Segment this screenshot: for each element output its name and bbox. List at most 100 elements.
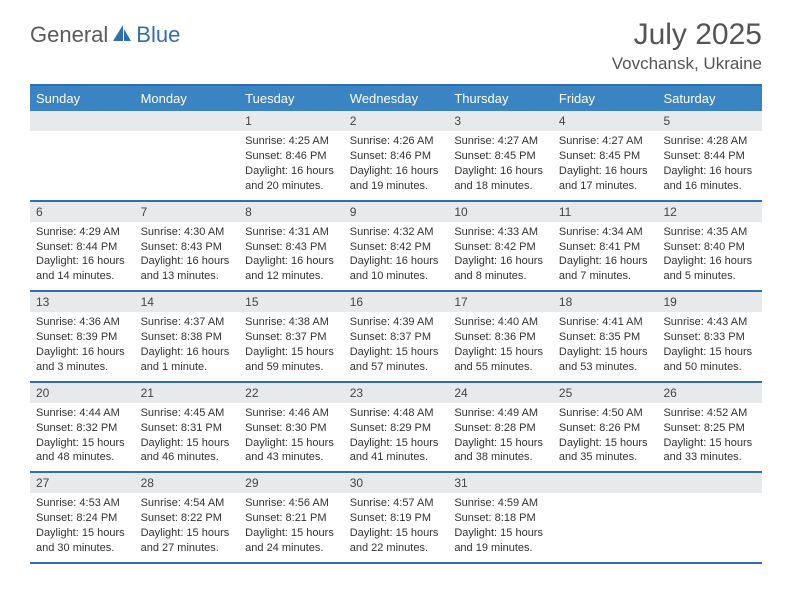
sunrise-line: Sunrise: 4:34 AM [559,225,652,240]
cell-body: Sunrise: 4:39 AMSunset: 8:37 PMDaylight:… [344,312,449,380]
day-number: 8 [239,202,344,222]
calendar-cell [553,473,658,562]
month-title: July 2025 [612,18,762,52]
sunset-line: Sunset: 8:45 PM [454,149,547,164]
cell-body: Sunrise: 4:31 AMSunset: 8:43 PMDaylight:… [239,222,344,290]
daylight-line: Daylight: 15 hours and 53 minutes. [559,345,652,375]
daylight-line: Daylight: 15 hours and 59 minutes. [245,345,338,375]
day-number: 19 [657,292,762,312]
weekday-header: Thursday [448,86,553,111]
sunset-line: Sunset: 8:31 PM [141,421,234,436]
calendar-week: 20Sunrise: 4:44 AMSunset: 8:32 PMDayligh… [30,383,762,474]
sunset-line: Sunset: 8:35 PM [559,330,652,345]
calendar-cell: 11Sunrise: 4:34 AMSunset: 8:41 PMDayligh… [553,202,658,291]
cell-body: Sunrise: 4:29 AMSunset: 8:44 PMDaylight:… [30,222,135,290]
cell-body [135,131,240,191]
cell-body: Sunrise: 4:32 AMSunset: 8:42 PMDaylight:… [344,222,449,290]
cell-body: Sunrise: 4:49 AMSunset: 8:28 PMDaylight:… [448,403,553,471]
weekday-header: Friday [553,86,658,111]
daylight-line: Daylight: 16 hours and 16 minutes. [663,164,756,194]
day-number: 25 [553,383,658,403]
calendar-cell: 7Sunrise: 4:30 AMSunset: 8:43 PMDaylight… [135,202,240,291]
sunrise-line: Sunrise: 4:25 AM [245,134,338,149]
sunset-line: Sunset: 8:26 PM [559,421,652,436]
cell-body [30,131,135,191]
day-number: 20 [30,383,135,403]
sunrise-line: Sunrise: 4:31 AM [245,225,338,240]
daylight-line: Daylight: 15 hours and 43 minutes. [245,436,338,466]
calendar-cell: 1Sunrise: 4:25 AMSunset: 8:46 PMDaylight… [239,111,344,200]
daylight-line: Daylight: 16 hours and 14 minutes. [36,254,129,284]
calendar-cell: 31Sunrise: 4:59 AMSunset: 8:18 PMDayligh… [448,473,553,562]
sunrise-line: Sunrise: 4:32 AM [350,225,443,240]
daylight-line: Daylight: 15 hours and 48 minutes. [36,436,129,466]
daylight-line: Daylight: 15 hours and 57 minutes. [350,345,443,375]
logo: General Blue [30,22,180,48]
day-number: 16 [344,292,449,312]
cell-body: Sunrise: 4:45 AMSunset: 8:31 PMDaylight:… [135,403,240,471]
daylight-line: Daylight: 16 hours and 8 minutes. [454,254,547,284]
sunrise-line: Sunrise: 4:40 AM [454,315,547,330]
daylight-line: Daylight: 15 hours and 38 minutes. [454,436,547,466]
sunrise-line: Sunrise: 4:41 AM [559,315,652,330]
sunrise-line: Sunrise: 4:48 AM [350,406,443,421]
calendar-cell: 6Sunrise: 4:29 AMSunset: 8:44 PMDaylight… [30,202,135,291]
cell-body [553,493,658,553]
day-number: 3 [448,111,553,131]
sunrise-line: Sunrise: 4:46 AM [245,406,338,421]
daylight-line: Daylight: 16 hours and 10 minutes. [350,254,443,284]
weekday-header: Tuesday [239,86,344,111]
sunset-line: Sunset: 8:24 PM [36,511,129,526]
sunrise-line: Sunrise: 4:27 AM [559,134,652,149]
cell-body: Sunrise: 4:50 AMSunset: 8:26 PMDaylight:… [553,403,658,471]
calendar-grid: SundayMondayTuesdayWednesdayThursdayFrid… [30,84,762,564]
calendar-cell: 10Sunrise: 4:33 AMSunset: 8:42 PMDayligh… [448,202,553,291]
cell-body: Sunrise: 4:56 AMSunset: 8:21 PMDaylight:… [239,493,344,561]
day-number: 7 [135,202,240,222]
calendar-cell: 15Sunrise: 4:38 AMSunset: 8:37 PMDayligh… [239,292,344,381]
sunset-line: Sunset: 8:43 PM [245,240,338,255]
day-number-bar [657,473,762,493]
sunrise-line: Sunrise: 4:26 AM [350,134,443,149]
cell-body: Sunrise: 4:26 AMSunset: 8:46 PMDaylight:… [344,131,449,199]
cell-body: Sunrise: 4:40 AMSunset: 8:36 PMDaylight:… [448,312,553,380]
day-number: 30 [344,473,449,493]
sunrise-line: Sunrise: 4:30 AM [141,225,234,240]
day-number: 23 [344,383,449,403]
day-number: 22 [239,383,344,403]
header: General Blue July 2025 Vovchansk, Ukrain… [30,18,762,74]
day-number: 26 [657,383,762,403]
day-number: 14 [135,292,240,312]
cell-body: Sunrise: 4:33 AMSunset: 8:42 PMDaylight:… [448,222,553,290]
day-number: 6 [30,202,135,222]
calendar-week: 6Sunrise: 4:29 AMSunset: 8:44 PMDaylight… [30,202,762,293]
sunset-line: Sunset: 8:40 PM [663,240,756,255]
sunset-line: Sunset: 8:18 PM [454,511,547,526]
calendar-cell: 19Sunrise: 4:43 AMSunset: 8:33 PMDayligh… [657,292,762,381]
calendar-cell: 9Sunrise: 4:32 AMSunset: 8:42 PMDaylight… [344,202,449,291]
cell-body: Sunrise: 4:34 AMSunset: 8:41 PMDaylight:… [553,222,658,290]
cell-body [657,493,762,553]
logo-sail-icon [111,23,133,48]
day-number: 29 [239,473,344,493]
sunrise-line: Sunrise: 4:54 AM [141,496,234,511]
daylight-line: Daylight: 16 hours and 17 minutes. [559,164,652,194]
day-number: 31 [448,473,553,493]
daylight-line: Daylight: 16 hours and 18 minutes. [454,164,547,194]
daylight-line: Daylight: 15 hours and 22 minutes. [350,526,443,556]
cell-body: Sunrise: 4:38 AMSunset: 8:37 PMDaylight:… [239,312,344,380]
title-block: July 2025 Vovchansk, Ukraine [612,18,762,74]
calendar-week: 27Sunrise: 4:53 AMSunset: 8:24 PMDayligh… [30,473,762,564]
daylight-line: Daylight: 15 hours and 33 minutes. [663,436,756,466]
sunrise-line: Sunrise: 4:37 AM [141,315,234,330]
cell-body: Sunrise: 4:35 AMSunset: 8:40 PMDaylight:… [657,222,762,290]
sunrise-line: Sunrise: 4:44 AM [36,406,129,421]
sunset-line: Sunset: 8:43 PM [141,240,234,255]
daylight-line: Daylight: 15 hours and 30 minutes. [36,526,129,556]
daylight-line: Daylight: 16 hours and 20 minutes. [245,164,338,194]
daylight-line: Daylight: 15 hours and 55 minutes. [454,345,547,375]
daylight-line: Daylight: 15 hours and 24 minutes. [245,526,338,556]
sunrise-line: Sunrise: 4:57 AM [350,496,443,511]
weekday-header: Saturday [657,86,762,111]
calendar-cell: 3Sunrise: 4:27 AMSunset: 8:45 PMDaylight… [448,111,553,200]
